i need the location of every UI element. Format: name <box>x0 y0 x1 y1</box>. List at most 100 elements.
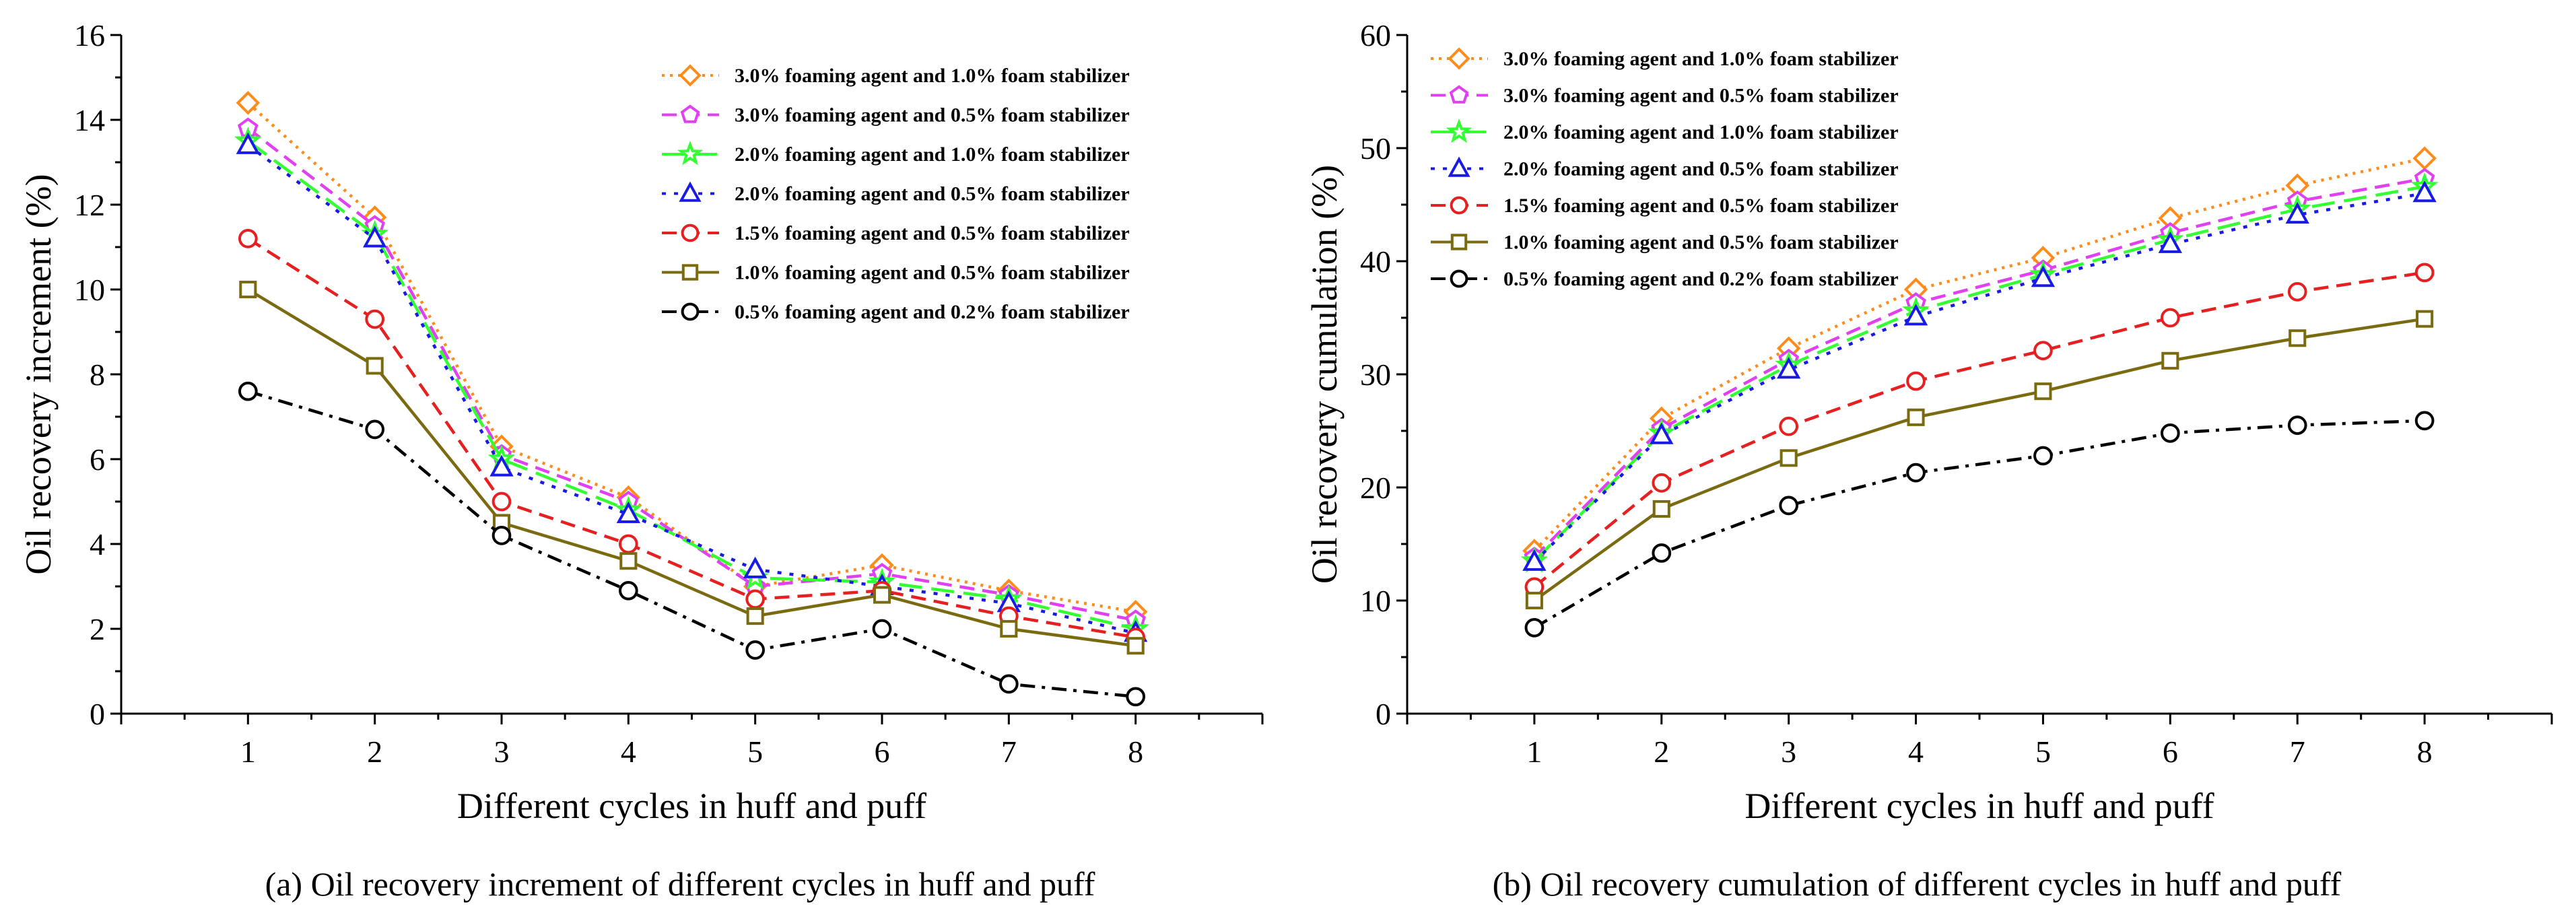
legend-label: 2.0% foaming agent and 1.0% foam stabili… <box>1503 121 1899 143</box>
data-point <box>2033 341 2053 361</box>
data-point <box>2289 329 2307 347</box>
legend-label: 2.0% foaming agent and 0.5% foam stabili… <box>735 183 1130 205</box>
data-point <box>239 280 257 299</box>
data-point <box>1906 371 1926 391</box>
legend-marker <box>681 224 700 242</box>
data-point <box>2031 265 2056 287</box>
data-point <box>616 501 641 523</box>
data-point <box>1907 408 1925 426</box>
series-line <box>246 139 1137 631</box>
legend-marker <box>679 181 702 202</box>
x-tick-label: 1 <box>240 735 256 769</box>
data-point <box>2287 415 2307 435</box>
legend-label: 3.0% foaming agent and 1.0% foam stabili… <box>1503 48 1899 70</box>
x-tick-label: 6 <box>2163 735 2178 769</box>
legend-marker <box>1450 196 1468 215</box>
legend-label: 1.0% foaming agent and 0.5% foam stabili… <box>1503 232 1899 254</box>
legend-label: 3.0% foaming agent and 1.0% foam stabili… <box>735 65 1130 87</box>
data-point <box>2412 146 2437 170</box>
data-point <box>1126 687 1146 707</box>
data-point <box>1652 500 1670 518</box>
data-point <box>365 419 385 440</box>
data-point <box>743 556 768 578</box>
data-point <box>2161 351 2179 370</box>
data-point <box>873 586 891 604</box>
y-tick-label: 60 <box>1360 18 1391 53</box>
legend-label: 2.0% foaming agent and 1.0% foam stabili… <box>735 143 1130 166</box>
data-point <box>2033 446 2053 466</box>
y-tick-label: 10 <box>74 273 105 307</box>
data-point <box>872 619 892 639</box>
y-tick-label: 50 <box>1360 131 1391 166</box>
data-point <box>1524 617 1545 638</box>
y-tick-label: 20 <box>1360 471 1391 505</box>
series-7 <box>1524 411 2435 638</box>
data-point <box>2414 411 2435 431</box>
data-point <box>746 607 764 625</box>
data-point <box>238 381 258 401</box>
legend-label: 3.0% foaming agent and 0.5% foam stabili… <box>735 104 1130 127</box>
data-point <box>1780 449 1798 467</box>
x-tick-label: 8 <box>1128 735 1143 769</box>
y-tick-label: 4 <box>90 527 105 561</box>
legend-label: 1.5% foaming agent and 0.5% foam stabili… <box>735 222 1130 244</box>
y-tick-label: 40 <box>1360 244 1391 279</box>
x-tick-label: 3 <box>1781 735 1796 769</box>
x-tick-label: 6 <box>875 735 890 769</box>
legend-label: 2.0% foaming agent and 0.5% foam stabili… <box>1503 158 1899 180</box>
data-point <box>1650 422 1674 444</box>
x-tick-label: 8 <box>2417 735 2433 769</box>
series-7 <box>238 381 1146 707</box>
x-tick-label: 5 <box>2035 735 2051 769</box>
data-point <box>745 640 766 660</box>
y-tick-label: 14 <box>74 103 105 137</box>
legend-label: 0.5% foaming agent and 0.2% foam stabili… <box>1503 268 1899 290</box>
legend-marker <box>677 140 704 166</box>
series-line <box>1533 184 2425 562</box>
data-point <box>2160 308 2180 328</box>
y-tick-label: 0 <box>90 697 105 731</box>
x-axis-title: Different cycles in huff and puff <box>457 786 926 826</box>
series-6 <box>1525 310 2434 610</box>
series-line <box>1533 156 2425 552</box>
series-line <box>247 288 1136 648</box>
legend-marker <box>1446 118 1472 143</box>
data-point <box>618 580 638 601</box>
series-4 <box>1522 180 2437 571</box>
y-axis-title: Oil recovery cumulation (%) <box>1304 165 1345 584</box>
data-point <box>2412 180 2437 203</box>
caption-a: (a) Oil recovery increment of different … <box>265 865 1095 903</box>
data-point <box>2034 382 2052 401</box>
data-point <box>1906 463 1926 483</box>
data-point <box>236 132 261 154</box>
data-point <box>362 226 387 248</box>
panel-b-chart: 1 2 3 4 5 6 7 8 0 10 20 30 40 50 60 Different cycles in… <box>1304 18 2553 826</box>
data-point <box>236 91 261 115</box>
series-5 <box>1524 263 2435 597</box>
x-tick-label: 1 <box>1526 735 1542 769</box>
data-point <box>365 309 385 329</box>
data-point <box>1652 543 1672 563</box>
legend-marker <box>1448 47 1470 70</box>
x-tick-label: 5 <box>747 735 763 769</box>
legend-marker <box>680 104 700 123</box>
data-point <box>2287 282 2307 302</box>
series-line <box>1533 419 2425 629</box>
legend: 3.0% foaming agent and 1.0% foam stabili… <box>1431 47 1899 290</box>
data-point <box>1000 619 1018 638</box>
legend-marker <box>1449 85 1469 104</box>
series-line <box>247 237 1137 639</box>
legend-label: 1.0% foaming agent and 0.5% foam stabili… <box>735 262 1130 284</box>
data-point <box>2158 231 2183 253</box>
x-tick-label: 4 <box>1908 735 1924 769</box>
legend-marker <box>681 264 699 281</box>
y-tick-label: 8 <box>90 357 105 392</box>
data-point <box>2285 202 2309 224</box>
legend-label: 0.5% foaming agent and 0.2% foam stabili… <box>735 301 1130 323</box>
data-point <box>1903 304 1928 326</box>
x-tick-label: 7 <box>1001 735 1017 769</box>
series-6 <box>239 280 1145 655</box>
data-point <box>2160 423 2180 443</box>
